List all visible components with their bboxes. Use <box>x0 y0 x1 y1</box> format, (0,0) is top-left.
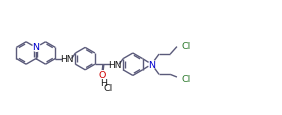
Text: Cl: Cl <box>182 74 191 83</box>
Text: H: H <box>100 78 107 87</box>
Text: Cl: Cl <box>104 83 113 92</box>
Text: Cl: Cl <box>182 42 191 51</box>
Text: N: N <box>148 60 155 69</box>
Text: N: N <box>32 42 39 51</box>
Text: O: O <box>98 70 105 79</box>
Text: HN: HN <box>108 60 122 69</box>
Text: HN: HN <box>60 55 74 64</box>
